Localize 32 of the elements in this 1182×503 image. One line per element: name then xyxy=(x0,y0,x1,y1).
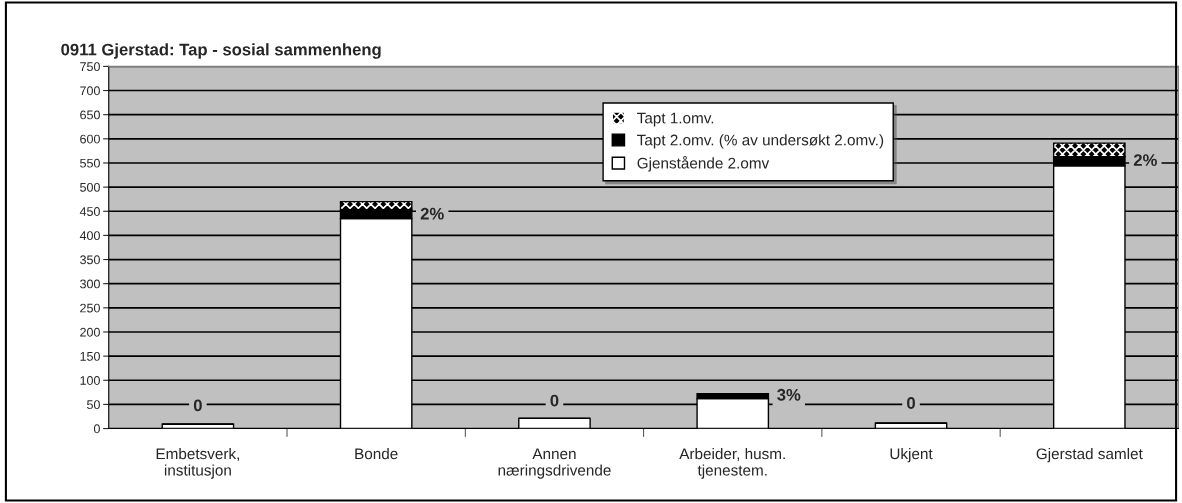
annotation: 2% xyxy=(1133,154,1157,166)
y-tick-label: 550 xyxy=(80,158,100,168)
x-tick-label: Embetsverk, institusjon xyxy=(156,448,239,479)
annotation: 0 xyxy=(550,394,559,407)
legend-label: Tapt 1.omv. xyxy=(637,112,714,127)
y-tick-label: 600 xyxy=(80,134,100,144)
x-tick-label: Arbeider, husm. tjenestem. xyxy=(679,448,785,479)
x-tick-label: Ukjent xyxy=(890,448,933,463)
y-tick-label: 350 xyxy=(80,255,100,265)
x-tick-label: Annen næringsdrivende xyxy=(498,448,611,479)
x-tick-label: Gjerstad samlet xyxy=(1036,448,1143,463)
legend-label: Tapt 2.omv. (% av undersøkt 2.omv.) xyxy=(637,134,884,149)
y-tick-label: 750 xyxy=(80,62,100,72)
y-tick-label: 700 xyxy=(80,86,100,96)
legend-label: Gjenstående 2.omv xyxy=(637,156,770,172)
annotation: 0 xyxy=(907,397,915,409)
y-tick-label: 500 xyxy=(80,182,100,192)
y-tick-label: 200 xyxy=(80,327,100,337)
y-tick-label: 150 xyxy=(80,351,100,361)
y-tick-label: 0 xyxy=(93,424,100,434)
annotation: 3% xyxy=(777,388,801,401)
chart-title: 0911 Gjerstad: Tap - sosial sammenheng xyxy=(61,43,381,59)
annotation: 0 xyxy=(193,399,202,412)
y-tick-label: 100 xyxy=(80,376,100,385)
y-tick-label: 300 xyxy=(80,279,100,289)
y-tick-label: 450 xyxy=(79,207,100,216)
x-tick-label: Bonde xyxy=(355,448,398,460)
y-tick-label: 400 xyxy=(79,231,100,241)
y-tick-label: 50 xyxy=(87,400,100,410)
y-tick-label: 650 xyxy=(80,110,100,120)
y-tick-label: 250 xyxy=(80,303,100,313)
annotation: 2% xyxy=(420,207,444,220)
